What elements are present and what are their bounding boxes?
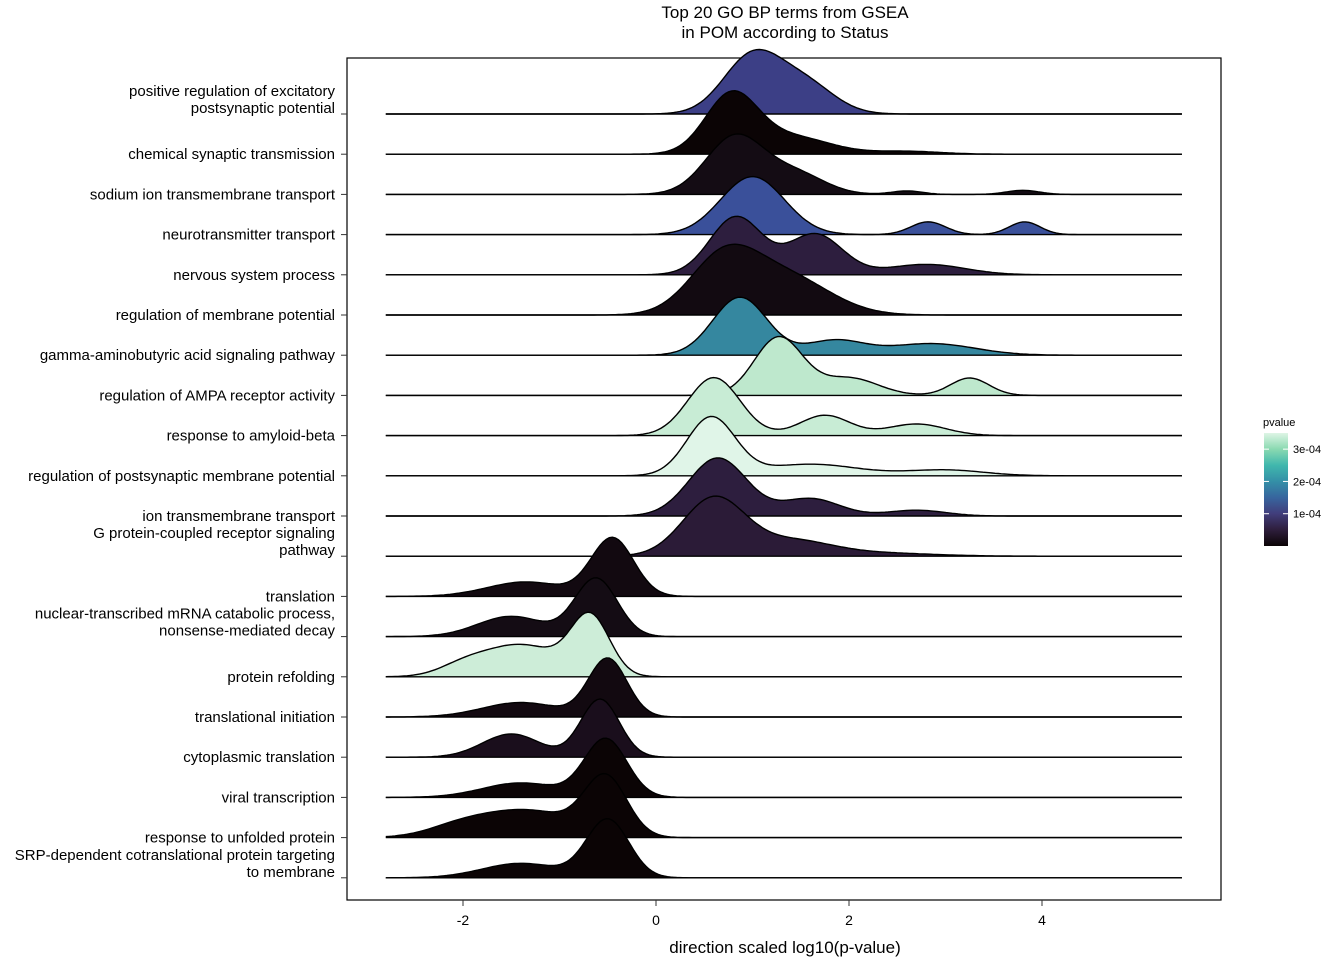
y-axis-label: neurotransmitter transport [162, 227, 335, 244]
legend-colorbar [1264, 433, 1288, 546]
ridge-fill [385, 738, 1182, 798]
x-axis-title: direction scaled log10(p-value) [669, 938, 901, 957]
y-axis-label: regulation of AMPA receptor activity [99, 387, 335, 404]
ridge-fill [385, 90, 1182, 155]
ridge-fill [385, 496, 1182, 557]
ridge-fill [385, 244, 1182, 315]
ridge-fill [385, 133, 1182, 195]
x-tick-label: 2 [845, 912, 853, 928]
y-axis-label: postsynaptic potential [191, 100, 335, 117]
ridges-group [385, 48, 1182, 879]
y-axis-label: nervous system process [173, 267, 335, 284]
ridge-fill [385, 612, 1182, 677]
y-axis-label: ion transmembrane transport [142, 508, 335, 525]
y-axis-label: SRP-dependent cotranslational protein ta… [15, 847, 335, 864]
ridge-fill [385, 537, 1182, 597]
ridge-fill [385, 176, 1182, 235]
x-axis: -2 0 2 4 [457, 900, 1046, 928]
color-legend: pvalue 1e-04 2e-04 3e-04 [1263, 417, 1321, 546]
y-axis-label: G protein-coupled receptor signaling [93, 525, 335, 542]
ridge-fill [385, 458, 1182, 516]
y-axis-label: nonsense-mediated decay [159, 623, 335, 640]
ridge-fill [385, 416, 1182, 476]
y-axis-label: translational initiation [195, 709, 335, 726]
ridge-fill [385, 216, 1182, 275]
x-tick-label: -2 [457, 912, 470, 928]
ridge-fill [385, 657, 1182, 717]
y-axis-label: chemical synaptic transmission [128, 146, 335, 163]
ridge-fill [385, 699, 1182, 758]
ridge-fill [385, 818, 1182, 878]
chart-title-line2: in POM according to Status [682, 23, 889, 42]
legend-title: pvalue [1263, 417, 1295, 429]
ridge-fill [385, 336, 1182, 396]
x-tick-label: 4 [1038, 912, 1046, 928]
plot-panel-border [346, 57, 1222, 901]
y-axis-label: viral transcription [222, 789, 335, 806]
legend-tick-label: 2e-04 [1293, 476, 1321, 488]
y-axis-label: regulation of postsynaptic membrane pote… [28, 468, 335, 485]
y-axis-label: response to unfolded protein [145, 830, 335, 847]
y-axis-label: positive regulation of excitatory [129, 83, 335, 100]
y-axis-label: pathway [279, 542, 335, 559]
y-axis-label: protein refolding [227, 669, 335, 686]
y-axis-label: response to amyloid-beta [167, 428, 336, 445]
x-tick-label: 0 [652, 912, 660, 928]
y-axis-label: to membrane [247, 864, 335, 881]
y-axis-label: nuclear-transcribed mRNA catabolic proce… [35, 606, 335, 623]
y-axis-label: cytoplasmic translation [183, 749, 335, 766]
y-axis-label: gamma-aminobutyric acid signaling pathwa… [40, 347, 336, 364]
legend-tick-label: 1e-04 [1293, 509, 1321, 521]
y-axis-label: regulation of membrane potential [116, 307, 335, 324]
ridge-fill [385, 49, 1182, 114]
legend-tick-label: 3e-04 [1293, 444, 1321, 456]
y-axis-labels: positive regulation of excitatorypostsyn… [15, 83, 347, 881]
ridge-fill [385, 773, 1182, 838]
y-axis-label: translation [266, 588, 335, 605]
chart-title-line1: Top 20 GO BP terms from GSEA [661, 3, 909, 22]
y-axis-label: sodium ion transmembrane transport [90, 186, 336, 203]
